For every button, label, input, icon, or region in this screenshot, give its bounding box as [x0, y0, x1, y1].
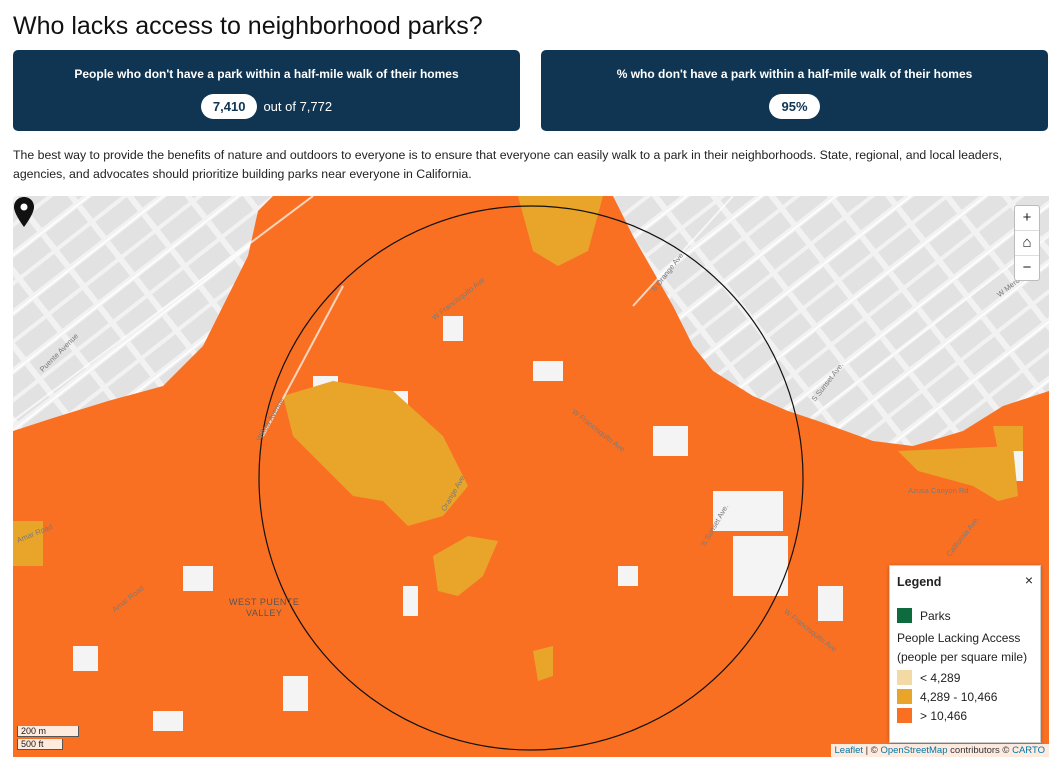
location-marker-icon[interactable]	[13, 196, 35, 228]
low-swatch	[897, 670, 912, 685]
carto-link[interactable]: CARTO	[1012, 745, 1045, 756]
legend-item-high: > 10,466	[897, 708, 967, 723]
home-button[interactable]: ⌂	[1015, 231, 1039, 256]
stat-value-pill: 7,410	[200, 94, 258, 119]
place-label: WEST PUENTE VALLEY	[229, 597, 299, 619]
map-legend: Legend × Parks People Lacking Access (pe…	[889, 565, 1041, 743]
map-attribution: Leaflet | © OpenStreetMap contributors ©…	[830, 744, 1049, 757]
zoom-controls: + ⌂ −	[1014, 205, 1040, 281]
legend-label: 4,289 - 10,466	[920, 689, 998, 704]
legend-title: Legend	[897, 575, 942, 589]
legend-item-parks: Parks	[897, 608, 951, 623]
stat-value-pill: 95%	[769, 94, 820, 119]
page-title: Who lacks access to neighborhood parks?	[13, 12, 483, 40]
density-high-region	[13, 196, 1049, 757]
stat-card-people: People who don't have a park within a ha…	[13, 50, 520, 131]
scale-bar-imperial: 500 ft	[17, 739, 63, 750]
zoom-out-button[interactable]: −	[1022, 259, 1032, 276]
street-label: Azusa Canyon Rd	[908, 486, 969, 495]
legend-label: Parks	[920, 608, 951, 623]
leaflet-link[interactable]: Leaflet	[834, 745, 864, 756]
legend-subtitle: People Lacking Access (people per square…	[897, 629, 1027, 667]
map-view[interactable]: Puente Avenue Amar Road Amar Road Willow…	[13, 196, 1049, 757]
attribution-text: contributors ©	[947, 745, 1013, 756]
legend-item-mid: 4,289 - 10,466	[897, 689, 997, 704]
half-mile-radius-circle	[258, 205, 804, 751]
scale-bar-metric: 200 m	[17, 726, 79, 737]
street-lines	[13, 196, 1049, 437]
place-label-line2: VALLEY	[245, 608, 283, 618]
legend-subtitle-line1: People Lacking Access	[897, 631, 1021, 645]
stat-row: 95%	[541, 94, 1048, 119]
attribution-text: | ©	[863, 745, 881, 756]
density-mid-patches	[13, 196, 1023, 681]
legend-item-low: < 4,289	[897, 670, 960, 685]
description-text: The best way to provide the benefits of …	[13, 148, 1003, 181]
legend-label: > 10,466	[920, 708, 968, 723]
stat-card-title: % who don't have a park within a half-mi…	[616, 67, 973, 81]
stat-row: 7,410 out of 7,772	[13, 94, 520, 119]
stat-card-title: People who don't have a park within a ha…	[74, 67, 459, 81]
osm-link[interactable]: OpenStreetMap	[880, 745, 948, 756]
stat-suffix: out of 7,772	[263, 99, 333, 114]
legend-label: < 4,289	[920, 670, 961, 685]
map-canvas[interactable]	[13, 196, 1049, 757]
legend-subtitle-line2: (people per square mile)	[897, 650, 1028, 664]
parks-swatch	[897, 608, 912, 623]
mid-swatch	[897, 689, 912, 704]
high-swatch	[897, 708, 912, 723]
place-label-line1: WEST PUENTE	[229, 597, 300, 607]
legend-close-button[interactable]: ×	[1024, 572, 1033, 588]
stat-card-percent: % who don't have a park within a half-mi…	[541, 50, 1048, 131]
zoom-in-button[interactable]: +	[1015, 206, 1039, 231]
